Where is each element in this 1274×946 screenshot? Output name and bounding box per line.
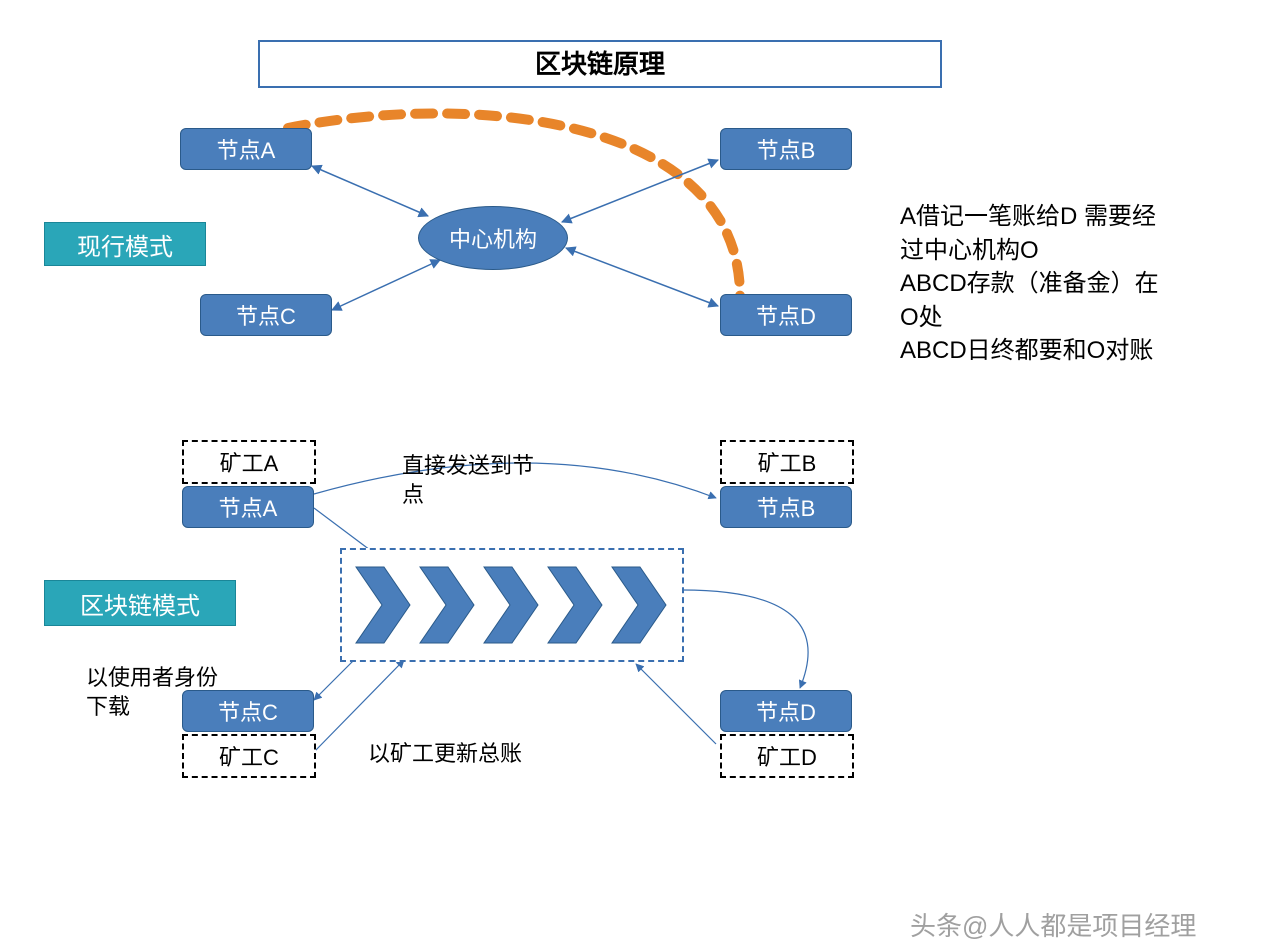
diagram-title: 区块链原理 (258, 40, 942, 88)
node-box-s2: 节点A (182, 486, 314, 528)
node-d: 节点D (720, 294, 852, 336)
miner-box: 矿工D (720, 734, 854, 778)
node-c: 节点C (200, 294, 332, 336)
chevron-icon (418, 565, 478, 645)
explanation-line: 过中心机构O (900, 234, 1240, 268)
watermark-text: 头条@人人都是项目经理 (910, 906, 1196, 943)
node-b: 节点B (720, 128, 852, 170)
flow-label: 直接发送到节 点 (402, 452, 534, 509)
chevron-icon (610, 565, 670, 645)
explanation-line: A借记一笔账给D 需要经 (900, 200, 1240, 234)
explanation-line: ABCD日终都要和O对账 (900, 334, 1240, 368)
explanation-line: O处 (900, 301, 1240, 335)
node-box-s2: 节点B (720, 486, 852, 528)
flow-label: 以使用者身份 下载 (86, 664, 218, 721)
chevron-icon (546, 565, 606, 645)
title-text: 区块链原理 (535, 49, 665, 79)
section1-label: 现行模式 (44, 222, 206, 266)
watermark-label: 头条@人人都是项目经理 (910, 911, 1196, 941)
miner-box: 矿工A (182, 440, 316, 484)
blockchain-ledger (340, 548, 684, 662)
explanation-line: ABCD存款（准备金）在 (900, 267, 1240, 301)
chevron-icon (482, 565, 542, 645)
explanation-text: A借记一笔账给D 需要经过中心机构OABCD存款（准备金）在O处ABCD日终都要… (900, 200, 1240, 368)
node-box-s2: 节点D (720, 690, 852, 732)
center-node-text: 中心机构 (449, 222, 537, 254)
miner-box: 矿工B (720, 440, 854, 484)
miner-box: 矿工C (182, 734, 316, 778)
section2-label: 区块链模式 (44, 580, 236, 626)
section1-label-text: 现行模式 (77, 227, 173, 262)
flow-label: 以矿工更新总账 (368, 740, 522, 769)
chevron-icon (354, 565, 414, 645)
center-node: 中心机构 (418, 206, 568, 270)
node-a: 节点A (180, 128, 312, 170)
section2-label-text: 区块链模式 (80, 586, 200, 621)
